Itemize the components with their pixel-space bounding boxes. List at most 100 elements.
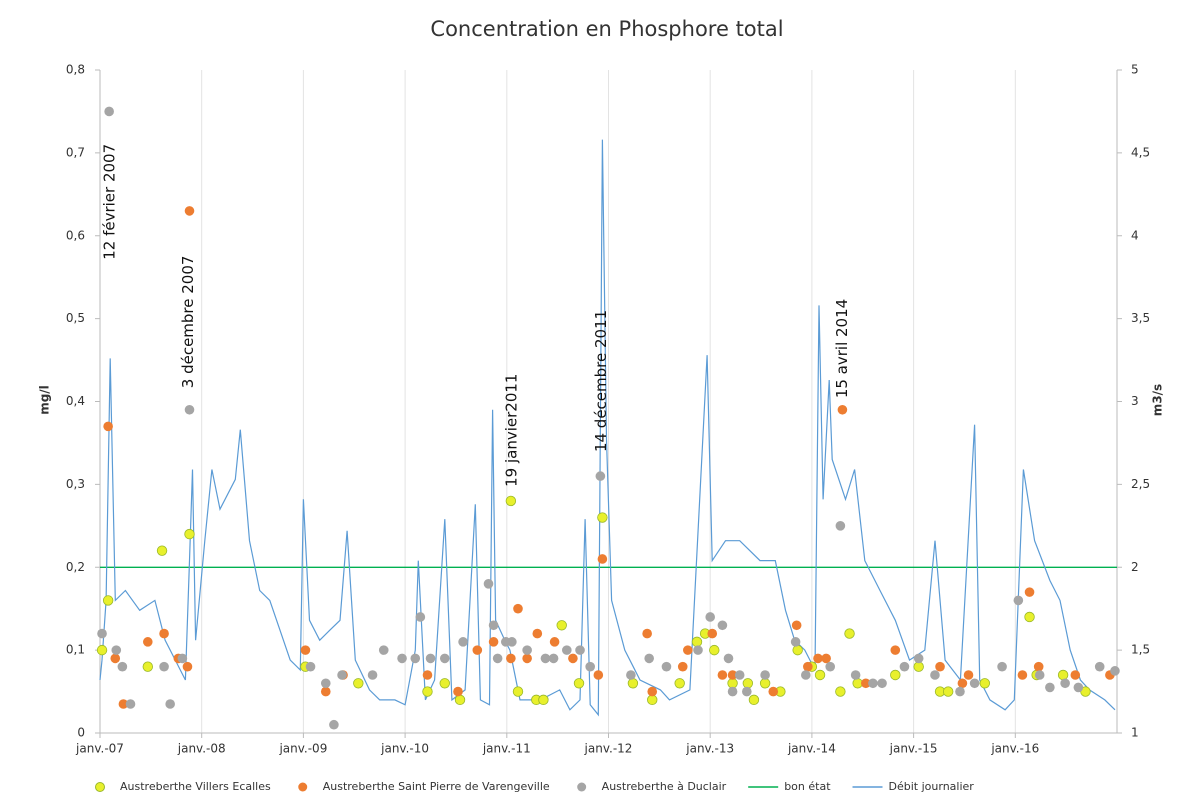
scatter-point (1045, 682, 1055, 693)
scatter-point (378, 645, 389, 655)
scatter-point (717, 620, 728, 631)
scatter-point (337, 670, 347, 680)
scatter-point (723, 653, 734, 664)
x-tick-label: janv.-16 (990, 742, 1039, 756)
scatter-point (705, 612, 715, 622)
scatter-point (642, 628, 652, 639)
y2-tick-label: 3,5 (1131, 311, 1150, 325)
scatter-point (647, 694, 658, 706)
scatter-point (1060, 678, 1070, 689)
y2-tick-label: 4 (1131, 228, 1139, 242)
x-tick-label: janv.-11 (482, 742, 531, 756)
scatter-point (522, 645, 532, 655)
scatter-point (97, 628, 107, 639)
scatter-point (707, 628, 718, 639)
y-tick-label: 0,1 (66, 643, 85, 657)
y-tick-label: 0 (77, 726, 85, 740)
x-tick-label: janv.-13 (685, 742, 734, 756)
scatter-point (110, 653, 121, 664)
scatter-point (568, 653, 578, 664)
scatter-point (1034, 670, 1045, 680)
scatter-point (156, 545, 168, 556)
scatter-point (837, 404, 848, 415)
chart-title: Concentration en Phosphore total (430, 17, 783, 41)
scatter-point (320, 686, 331, 697)
scatter-point (320, 678, 331, 689)
scatter-point (488, 620, 499, 631)
scatter-point (727, 678, 738, 689)
scatter-point (674, 678, 685, 689)
scatter-point (439, 653, 450, 664)
y2-axis-title: m3/s (1151, 384, 1165, 416)
scatter-point (813, 653, 823, 664)
scatter-point (790, 637, 801, 647)
y2-tick-label: 2,5 (1131, 477, 1150, 491)
scatter-point (1094, 661, 1105, 672)
scatter-point (142, 637, 153, 647)
scatter-point (957, 678, 968, 689)
scatter-point (104, 106, 114, 117)
scatter-point (184, 528, 195, 540)
scatter-point (727, 670, 738, 680)
scatter-point (661, 661, 672, 672)
scatter-point (593, 670, 604, 680)
y-tick-label: 0,2 (66, 560, 85, 574)
scatter-point (573, 678, 585, 689)
annotation: 19 janvier2011 (502, 374, 520, 487)
scatter-point (890, 669, 901, 681)
y2-tick-label: 1,5 (1131, 643, 1150, 657)
scatter-point (800, 670, 811, 680)
scatter-point (422, 686, 433, 697)
scatter-point (626, 670, 636, 680)
scatter-point (454, 694, 466, 706)
scatter-point (742, 686, 752, 697)
scatter-point (1024, 587, 1035, 597)
legend-swatch (95, 782, 105, 792)
scatter-point (759, 678, 771, 689)
scatter-point (512, 686, 524, 697)
scatter-point (305, 661, 316, 672)
y-tick-label: 0,4 (66, 394, 85, 408)
scatter-point (102, 595, 114, 606)
scatter-point (627, 678, 639, 689)
scatter-point (125, 699, 136, 709)
scatter-point (483, 579, 494, 589)
scatter-point (861, 678, 871, 689)
scatter-point (492, 653, 503, 664)
scatter-point (575, 645, 585, 655)
scatter-point (506, 653, 516, 664)
scatter-point (96, 644, 108, 656)
scatter-point (1057, 669, 1069, 681)
scatter-point (890, 645, 901, 655)
scatter-point (963, 670, 974, 680)
scatter-point (453, 686, 463, 697)
scatter-point (727, 686, 738, 697)
scatter-point (821, 653, 831, 664)
y2-tick-label: 2 (1131, 560, 1139, 574)
scatter-point (353, 678, 364, 689)
scatter-point (548, 653, 559, 664)
scatter-point (644, 653, 654, 664)
scatter-point (760, 670, 770, 680)
scatter-point (540, 653, 551, 664)
legend-label: Austreberthe Villers Ecalles (120, 780, 271, 793)
scatter-point (1024, 611, 1035, 623)
scatter-point (425, 653, 436, 664)
scatter-point (488, 637, 499, 647)
y2-tick-label: 1 (1131, 726, 1139, 740)
scatter-point (913, 653, 924, 664)
scatter-point (850, 670, 861, 680)
scatter-point (103, 421, 113, 432)
scatter-point (997, 661, 1007, 672)
scatter-point (1017, 670, 1028, 680)
annotation: 3 décembre 2007 (179, 256, 197, 389)
scatter-point (182, 661, 193, 672)
scatter-point (165, 699, 175, 709)
scatter-point (768, 686, 779, 697)
scatter-point (1110, 666, 1120, 676)
scatter-point (410, 653, 421, 664)
scatter-point (184, 206, 195, 216)
scatter-point (930, 670, 940, 680)
scatter-point (792, 644, 803, 656)
